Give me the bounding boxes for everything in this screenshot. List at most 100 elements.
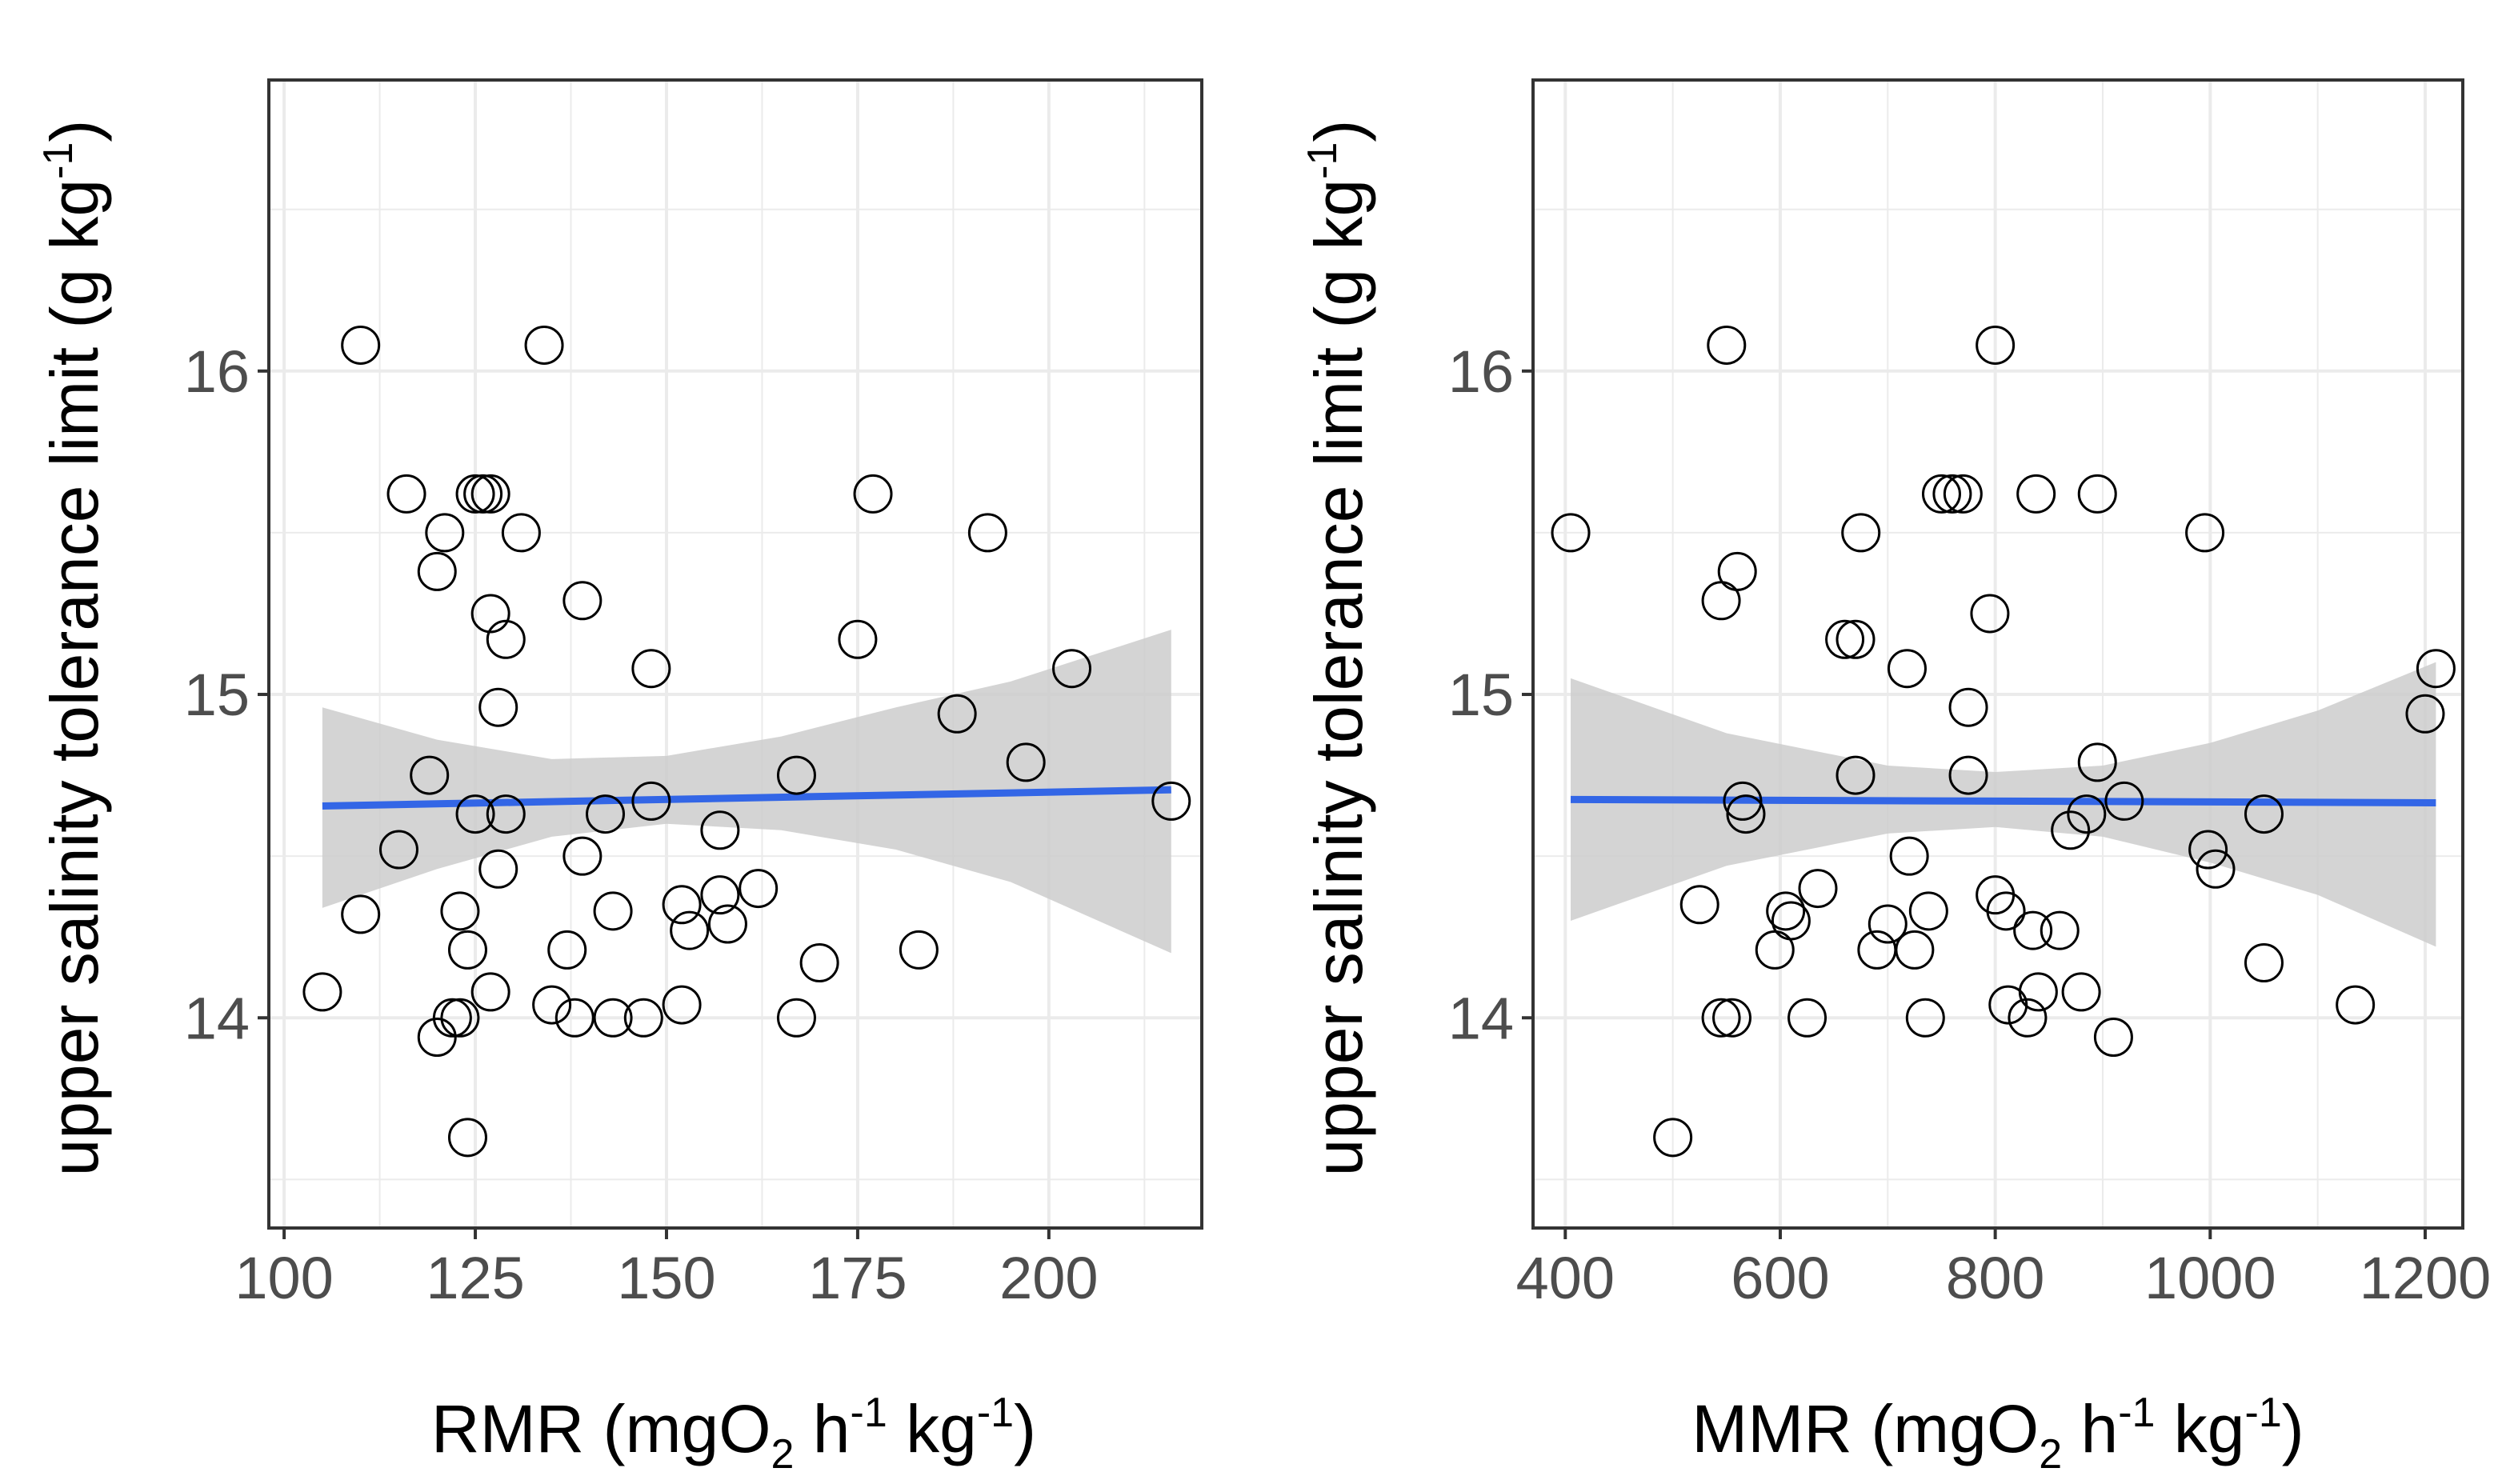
data-point	[593, 891, 633, 931]
x-tick-label: 100	[234, 1245, 333, 1311]
data-point	[470, 474, 510, 514]
data-point	[1798, 869, 1838, 909]
data-point	[631, 649, 671, 689]
data-point	[447, 1118, 487, 1158]
data-point	[2405, 694, 2445, 734]
x-tick-label: 150	[617, 1245, 715, 1311]
data-point	[2093, 1018, 2133, 1058]
data-point	[1867, 904, 1908, 944]
data-point	[700, 875, 740, 915]
x-ticks-rmr: 100 125 150 175 200	[234, 1228, 1099, 1311]
data-point	[2416, 649, 2456, 689]
data-point	[1986, 891, 2026, 931]
data-point	[440, 891, 480, 931]
data-point	[838, 619, 878, 659]
data-point	[1921, 474, 1961, 514]
x-tick-label: 1200	[2360, 1245, 2492, 1311]
panel-border-rmr	[267, 78, 1203, 1230]
x-tick-label: 125	[426, 1245, 524, 1311]
x-tick-label: 200	[999, 1245, 1098, 1311]
confidence-band-rmr	[322, 630, 1171, 954]
data-point	[425, 513, 465, 553]
data-point	[1976, 325, 2016, 365]
data-point	[478, 849, 518, 889]
data-point	[1151, 781, 1191, 821]
x-tick-label: 600	[1731, 1245, 1829, 1311]
data-point	[1551, 513, 1591, 553]
data-point	[662, 985, 702, 1025]
data-point	[486, 619, 526, 659]
data-point	[1006, 742, 1046, 782]
x-tick-label: 800	[1946, 1245, 2044, 1311]
data-point	[1723, 781, 1763, 821]
data-point	[1707, 325, 1747, 365]
data-point	[1835, 619, 1875, 659]
y-tick-label: 14	[184, 985, 250, 1051]
data-point	[341, 894, 381, 934]
data-point	[899, 930, 939, 970]
data-point	[2336, 985, 2376, 1025]
data-point	[1717, 551, 1757, 591]
data-point	[799, 943, 839, 983]
x-axis-title-mmr: MMR (mgO2 h-1 kg-1)	[1691, 1390, 2304, 1478]
data-point	[2008, 998, 2048, 1038]
panel-rmr: 100 125 150 175 200 14 15 16 RMR (mgO2 h-1 kg-…	[35, 78, 1203, 1478]
data-point	[1948, 687, 1988, 727]
data-point	[410, 755, 450, 795]
data-point	[776, 998, 816, 1038]
data-point	[417, 1018, 457, 1058]
grid-mmr	[1533, 80, 2463, 1228]
data-point	[386, 474, 426, 514]
data-point	[1970, 594, 2010, 634]
y-ticks-rmr: 14 15 16	[184, 338, 269, 1051]
data-point	[470, 594, 510, 634]
data-point	[2196, 849, 2236, 889]
y-tick-label: 14	[1448, 985, 1514, 1051]
data-point	[2104, 781, 2144, 821]
data-point	[524, 325, 564, 365]
data-point	[700, 810, 740, 850]
data-point	[1895, 930, 1935, 970]
data-point	[532, 985, 572, 1025]
y-tick-label: 16	[184, 338, 250, 405]
data-point	[1052, 649, 1092, 689]
data-point	[593, 998, 633, 1038]
panel-border-mmr	[1531, 78, 2464, 1230]
data-point	[417, 551, 457, 591]
data-point	[739, 869, 779, 909]
x-tick-label: 175	[808, 1245, 907, 1311]
plot-background	[1533, 80, 2463, 1228]
data-point	[1701, 998, 1741, 1038]
data-point	[341, 325, 381, 365]
points-rmr	[302, 325, 1191, 1158]
data-point	[662, 885, 702, 925]
y-tick-label: 16	[1448, 338, 1514, 405]
x-tick-label: 1000	[2144, 1245, 2276, 1311]
plot-border	[267, 78, 1203, 1230]
data-point	[501, 513, 541, 553]
data-point	[2077, 474, 2117, 514]
data-point	[670, 910, 710, 950]
data-point	[547, 930, 587, 970]
data-point	[776, 755, 816, 795]
data-point	[1726, 794, 1766, 834]
data-point	[2244, 794, 2284, 834]
data-point	[463, 474, 503, 514]
data-point	[1908, 891, 1948, 931]
data-point	[432, 998, 472, 1038]
data-point	[455, 474, 495, 514]
data-point	[2040, 910, 2080, 950]
data-point	[302, 972, 342, 1012]
x-axis-title-rmr: RMR (mgO2 h-1 kg-1)	[431, 1390, 1036, 1478]
data-point	[1841, 513, 1881, 553]
plot-border	[1531, 78, 2464, 1230]
data-point	[707, 904, 747, 944]
data-point	[447, 930, 487, 970]
data-point	[937, 694, 977, 734]
data-point	[562, 581, 602, 621]
data-point	[1948, 755, 1988, 795]
data-point	[2061, 972, 2101, 1012]
data-point	[623, 998, 663, 1038]
data-point	[2244, 943, 2284, 983]
data-point	[470, 972, 510, 1012]
